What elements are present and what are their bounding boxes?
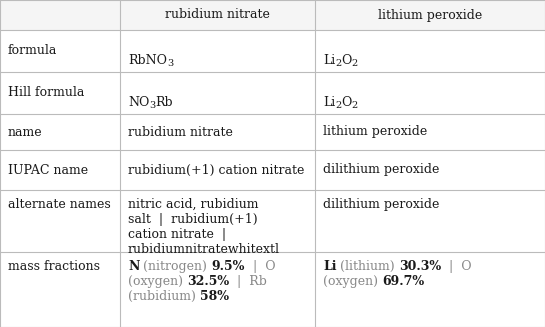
Text: 69.7%: 69.7% (382, 275, 424, 288)
Text: name: name (8, 126, 43, 139)
Text: Li: Li (323, 260, 336, 273)
Text: 58%: 58% (200, 290, 229, 303)
Text: Li: Li (323, 95, 335, 109)
Text: Li: Li (323, 54, 335, 67)
Text: alternate names: alternate names (8, 198, 111, 211)
Text: N: N (128, 260, 140, 273)
Text: mass fractions: mass fractions (8, 260, 100, 273)
Text: (oxygen): (oxygen) (323, 275, 382, 288)
Text: rubidium nitrate: rubidium nitrate (165, 9, 270, 22)
Text: |  O: | O (245, 260, 275, 273)
Bar (0, 190, 545, 252)
Text: 2: 2 (335, 59, 342, 68)
Text: (nitrogen): (nitrogen) (140, 260, 211, 273)
Bar (0, 114, 545, 150)
Text: nitric acid, rubidium
salt  |  rubidium(+1)
cation nitrate  |
rubidiumnitratewhi: nitric acid, rubidium salt | rubidium(+1… (128, 198, 280, 256)
Bar (0, 0, 545, 30)
Text: O: O (342, 95, 352, 109)
Bar (0, 150, 545, 190)
Bar (0, 252, 545, 327)
Text: rubidium(+1) cation nitrate: rubidium(+1) cation nitrate (128, 164, 304, 177)
Text: 9.5%: 9.5% (211, 260, 245, 273)
Bar (0, 72, 545, 114)
Text: 32.5%: 32.5% (187, 275, 229, 288)
Text: |  O: | O (441, 260, 472, 273)
Text: O: O (342, 54, 352, 67)
Text: 3: 3 (149, 100, 156, 110)
Text: 2: 2 (335, 100, 342, 110)
Text: lithium peroxide: lithium peroxide (378, 9, 482, 22)
Text: Rb: Rb (156, 95, 173, 109)
Text: 3: 3 (167, 59, 173, 68)
Text: (lithium): (lithium) (336, 260, 399, 273)
Text: lithium peroxide: lithium peroxide (323, 126, 427, 139)
Text: 2: 2 (352, 100, 358, 110)
Bar (0, 30, 545, 72)
Text: Hill formula: Hill formula (8, 87, 84, 99)
Text: NO: NO (128, 95, 149, 109)
Text: |  Rb: | Rb (229, 275, 267, 288)
Text: formula: formula (8, 44, 57, 58)
Text: (rubidium): (rubidium) (128, 290, 200, 303)
Text: 30.3%: 30.3% (399, 260, 441, 273)
Text: dilithium peroxide: dilithium peroxide (323, 198, 439, 211)
Text: dilithium peroxide: dilithium peroxide (323, 164, 439, 177)
Text: rubidium nitrate: rubidium nitrate (128, 126, 233, 139)
Text: (oxygen): (oxygen) (128, 275, 187, 288)
Text: RbNO: RbNO (128, 54, 167, 67)
Text: 2: 2 (352, 59, 358, 68)
Text: IUPAC name: IUPAC name (8, 164, 88, 177)
